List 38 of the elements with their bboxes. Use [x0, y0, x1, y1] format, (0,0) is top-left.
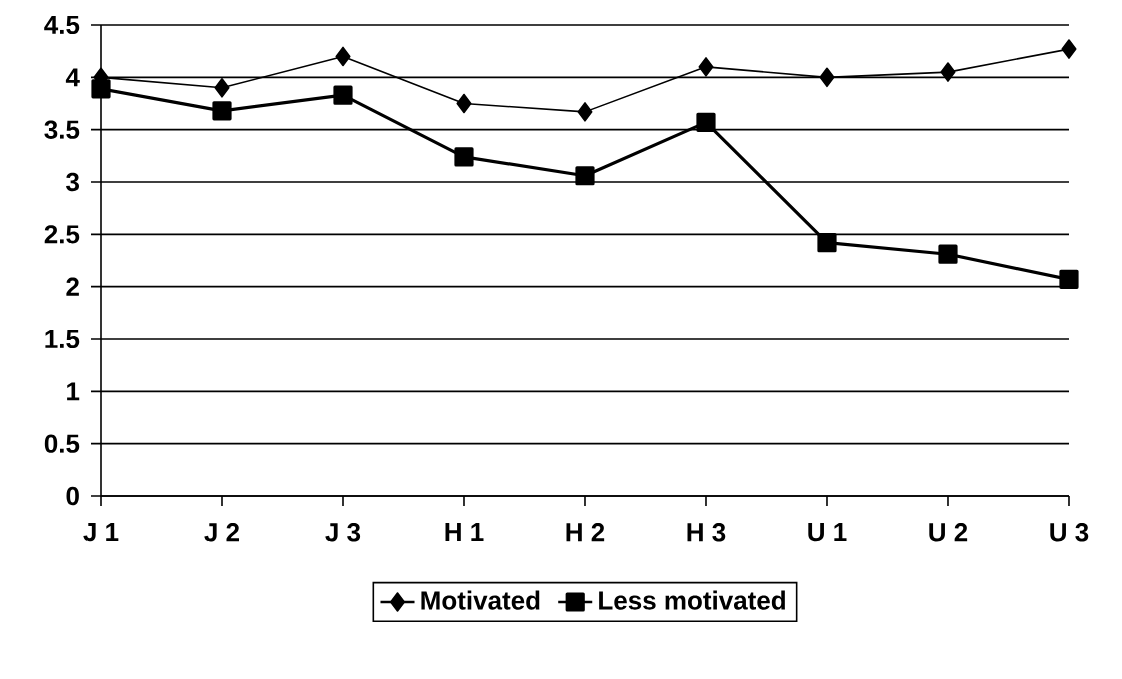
point: [940, 62, 956, 82]
x-tick-label: H 3: [687, 523, 726, 542]
x-tick-label: U 3: [1050, 523, 1089, 542]
y-tick-label: 2.5: [44, 225, 80, 244]
point: [212, 101, 232, 121]
x-tick-label: U 2: [929, 523, 968, 542]
point: [91, 79, 111, 99]
y-tick-label: 3: [66, 172, 80, 192]
y-tick-label: 0: [66, 486, 79, 506]
y-tick-label: 4.5: [44, 15, 80, 35]
x-tick-label: H 1: [445, 523, 484, 541]
x-tick-label: H 2: [566, 523, 605, 542]
x-tick-label: J 3: [325, 523, 361, 542]
point: [1059, 269, 1079, 289]
legend-label: Motivated: [421, 590, 540, 610]
point: [698, 57, 714, 77]
y-tick-label: 3.5: [44, 120, 80, 139]
y-tick-label: 0.5: [44, 434, 80, 453]
point: [817, 233, 837, 253]
point: [575, 166, 595, 186]
y-tick-label: 1.5: [45, 329, 80, 349]
point: [214, 78, 230, 98]
point: [335, 46, 351, 67]
legend-label: Less motivated: [599, 590, 785, 610]
x-tick-label: J 1: [83, 523, 119, 542]
x-tick-label: J 2: [204, 523, 239, 542]
point: [819, 67, 835, 88]
point: [454, 147, 474, 167]
point: [456, 93, 472, 114]
y-tick-label: 4: [65, 68, 80, 87]
point: [696, 112, 716, 132]
x-tick-label: U 1: [808, 523, 847, 542]
point: [938, 244, 958, 264]
point: [1061, 39, 1077, 59]
y-tick-label: 1: [67, 382, 80, 401]
point: [577, 102, 593, 122]
point: [333, 85, 353, 105]
y-tick-label: 2: [66, 277, 79, 296]
